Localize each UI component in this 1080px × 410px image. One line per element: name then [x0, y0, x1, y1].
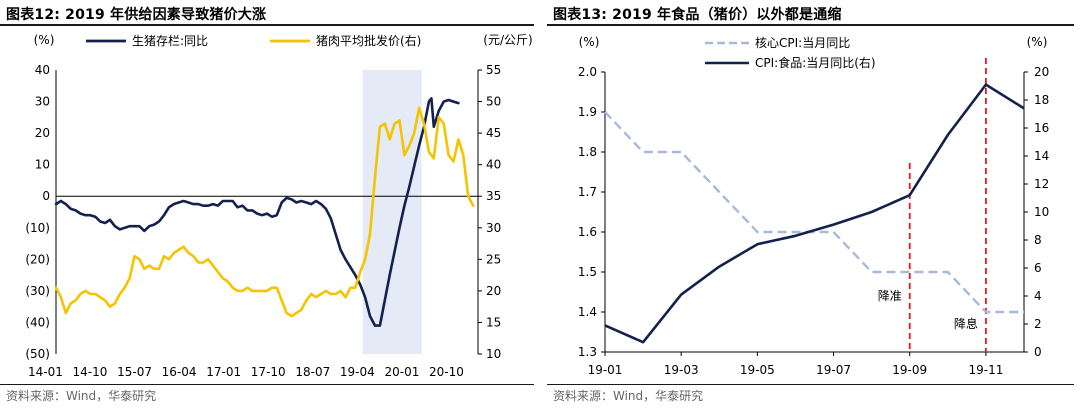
- x-tick-label: 19-01: [588, 363, 623, 377]
- x-tick-label: 17-10: [251, 365, 286, 379]
- x-tick-label: 20-10: [429, 365, 464, 379]
- left-tick-label: 1.8: [578, 145, 597, 159]
- left-tick-label: 1.9: [578, 105, 597, 119]
- left-unit-label: (%): [579, 35, 600, 49]
- source-rule: [547, 384, 1074, 385]
- left-tick-label: 30: [35, 95, 50, 109]
- right-tick-label: 6: [1034, 261, 1042, 275]
- left-tick-label: 40: [35, 63, 50, 77]
- left-unit-label: (%): [34, 33, 55, 47]
- right-tick-label: 12: [1034, 177, 1049, 191]
- left-tick-label: (40): [25, 315, 50, 329]
- x-tick-label: 16-04: [162, 365, 197, 379]
- x-tick-label: 15-07: [117, 365, 152, 379]
- x-tick-label: 19-07: [816, 363, 851, 377]
- source-note: 资料来源：Wind，华泰研究: [553, 387, 703, 404]
- x-tick-label: 14-10: [73, 365, 108, 379]
- pig-supply-chart: (%) (元/公斤) 40 30 20 10 0 (10) (20) (30) (40) (50) 55…: [0, 0, 540, 384]
- left-tick-label: (10): [25, 221, 50, 235]
- right-tick-label: 18: [1034, 93, 1049, 107]
- right-tick-label: 16: [1034, 121, 1049, 135]
- x-tick-label: 19-09: [892, 363, 927, 377]
- right-tick-label: 20: [486, 284, 501, 298]
- left-tick-label: 1.7: [578, 185, 597, 199]
- right-tick-label: 2: [1034, 317, 1042, 331]
- right-tick-label: 10: [486, 347, 501, 361]
- right-tick-label: 45: [486, 126, 501, 140]
- series-line-core-cpi: [605, 112, 1024, 312]
- x-tick-label: 20-01: [384, 365, 419, 379]
- legend-label: 核心CPI:当月同比: [755, 36, 850, 50]
- x-tick-label: 18-07: [295, 365, 330, 379]
- right-tick-label: 55: [486, 63, 501, 77]
- right-tick-label: 14: [1034, 149, 1049, 163]
- right-tick-label: 50: [486, 95, 501, 109]
- right-unit-label: (元/公斤): [483, 33, 532, 47]
- legend-label: CPI:食品:当月同比(右): [755, 55, 876, 70]
- right-unit-label: (%): [1027, 35, 1048, 49]
- left-tick-label: 0: [42, 189, 50, 203]
- x-tick-label: 19-11: [968, 363, 1003, 377]
- event-marker-label: 降准: [878, 289, 902, 303]
- left-tick-label: 1.4: [578, 305, 597, 319]
- left-tick-label: 10: [35, 158, 50, 172]
- right-tick-label: 40: [486, 158, 501, 172]
- left-tick-label: (20): [25, 252, 50, 266]
- left-tick-label: (30): [25, 284, 50, 298]
- chart-panel-right: 图表13: 2019 年食品（猪价）以外都是通缩 (%) (%) 2.0 1.9 1.8…: [547, 0, 1080, 410]
- right-tick-label: 25: [486, 252, 501, 266]
- x-tick-label: 19-04: [340, 365, 375, 379]
- left-tick-label: 2.0: [578, 65, 597, 79]
- right-tick-label: 15: [486, 315, 501, 329]
- legend-label: 生猪存栏:同比: [132, 33, 208, 48]
- left-tick-label: 1.5: [578, 265, 597, 279]
- right-tick-label: 4: [1034, 289, 1042, 303]
- left-tick-label: (50): [25, 347, 50, 361]
- x-tick-label: 19-03: [664, 363, 699, 377]
- right-tick-label: 8: [1034, 233, 1042, 247]
- x-tick-label: 17-01: [206, 365, 241, 379]
- right-tick-label: 20: [1034, 65, 1049, 79]
- cpi-food-chart: (%) (%)2.01.91.81.71.61.51.41.32018161412…: [547, 0, 1080, 384]
- event-marker-label: 降息: [954, 316, 978, 331]
- right-tick-label: 0: [1034, 345, 1042, 359]
- source-note: 资料来源：Wind，华泰研究: [6, 387, 156, 404]
- x-tick-label: 19-05: [740, 363, 775, 377]
- left-tick-label: 1.6: [578, 225, 597, 239]
- right-tick-label: 30: [486, 221, 501, 235]
- chart-panel-left: 图表12: 2019 年供给因素导致猪价大涨 (%) (元/公斤) 40 30 20 10…: [0, 0, 540, 410]
- right-tick-label: 10: [1034, 205, 1049, 219]
- series-line-food-cpi: [605, 85, 1024, 343]
- legend-label: 猪肉平均批发价(右): [316, 33, 421, 48]
- x-tick-label: 14-01: [28, 365, 63, 379]
- right-tick-label: 35: [486, 189, 501, 203]
- left-tick-label: 20: [35, 126, 50, 140]
- source-rule: [0, 384, 534, 385]
- left-tick-label: 1.3: [578, 345, 597, 359]
